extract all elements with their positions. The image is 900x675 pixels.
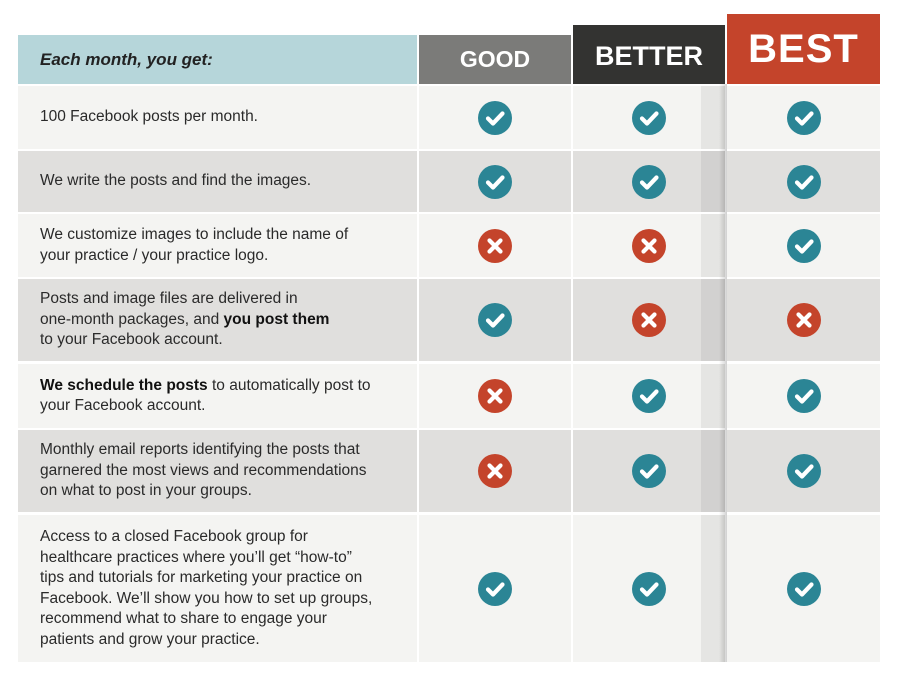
table-row: Monthly email reports identifying the po…	[18, 430, 880, 512]
check-icon	[478, 571, 512, 606]
check-icon	[786, 100, 821, 135]
check-icon	[632, 454, 666, 488]
check-icon	[632, 379, 666, 413]
tier-cell-best	[727, 430, 880, 512]
cross-icon	[478, 228, 512, 263]
tier-cell-good	[419, 214, 571, 277]
tier-header-better: BETTER	[573, 25, 725, 84]
feature-text: Monthly email reports identifying the po…	[40, 441, 360, 459]
check-icon	[786, 379, 821, 413]
tier-cell-best	[727, 364, 880, 428]
tier-cell-good	[419, 364, 571, 428]
cross-icon	[786, 303, 821, 337]
check-icon	[478, 100, 512, 135]
feature-description: Access to a closed Facebook group for hea…	[40, 527, 372, 650]
feature-text-bold: you post them	[223, 310, 330, 328]
check-icon	[786, 571, 821, 606]
tier-cell-good	[419, 86, 571, 149]
tier-cell-better	[573, 430, 725, 512]
feature-text: your Facebook account.	[40, 397, 206, 414]
tier-cell-best	[727, 515, 880, 662]
check-icon	[786, 454, 821, 488]
feature-text: 100 Facebook posts per month.	[40, 108, 258, 126]
feature-text: on what to post in your groups.	[40, 482, 252, 500]
feature-text: healthcare practices where you’ll get “h…	[40, 548, 352, 566]
feature-text: to your Facebook account.	[40, 331, 223, 349]
tier-cell-best	[727, 279, 880, 361]
feature-description: 100 Facebook posts per month.	[40, 107, 258, 128]
tier-cell-good	[419, 430, 571, 512]
tier-cell-better	[573, 279, 725, 361]
check-icon	[478, 164, 512, 199]
tier-cell-best	[727, 86, 880, 149]
feature-cell: Monthly email reports identifying the po…	[18, 430, 417, 512]
feature-cell: Access to a closed Facebook group for hea…	[18, 515, 417, 662]
table-row: Posts and image files are delivered in on…	[18, 279, 880, 361]
tier-header-good: GOOD	[419, 35, 571, 84]
feature-cell: We schedule the posts to automatically p…	[18, 364, 417, 428]
feature-text: tips and tutorials for marketing your pr…	[40, 569, 363, 586]
feature-description: Posts and image files are delivered in on…	[40, 289, 329, 351]
table-row: 100 Facebook posts per month.	[18, 86, 880, 149]
feature-text: your practice / your practice logo.	[40, 246, 269, 264]
feature-text: garnered the most views and recommendati…	[40, 461, 367, 479]
feature-cell: Posts and image files are delivered in on…	[18, 279, 417, 361]
tier-header-best: BEST	[727, 14, 880, 84]
feature-text: one-month packages, and	[40, 310, 224, 328]
check-icon	[632, 164, 666, 199]
check-icon	[478, 303, 512, 337]
feature-text: patients and grow your practice.	[40, 630, 260, 648]
tier-cell-better	[573, 364, 725, 428]
feature-text: recommend what to share to engage your	[40, 610, 327, 627]
cross-icon	[632, 303, 666, 337]
header-label: Each month, you get:	[18, 35, 417, 84]
feature-cell: 100 Facebook posts per month.	[18, 86, 417, 149]
tier-cell-better	[573, 214, 725, 277]
tier-cell-good	[419, 151, 571, 212]
tier-cell-good	[419, 279, 571, 361]
feature-description: Monthly email reports identifying the po…	[40, 440, 367, 502]
feature-description: We customize images to include the name …	[40, 225, 348, 266]
table-row: Access to a closed Facebook group for hea…	[18, 515, 880, 662]
tier-cell-better	[573, 86, 725, 149]
feature-text: We customize images to include the name …	[40, 226, 349, 243]
table-row: We write the posts and find the images.	[18, 151, 880, 212]
cross-icon	[478, 379, 512, 413]
feature-cell: We customize images to include the name …	[18, 214, 417, 277]
table-row: We schedule the posts to automatically p…	[18, 364, 880, 428]
column-shadow	[719, 84, 727, 662]
tier-cell-good	[419, 515, 571, 662]
tier-cell-best	[727, 151, 880, 212]
tier-cell-better	[573, 515, 725, 662]
cross-icon	[478, 454, 512, 488]
feature-text: Access to a closed Facebook group for	[40, 528, 308, 545]
comparison-table: Each month, you get: GOOD BETTER BEST 10…	[18, 0, 880, 662]
cross-icon	[632, 228, 666, 263]
check-icon	[786, 164, 821, 199]
feature-text: We write the posts and find the images.	[40, 172, 312, 190]
tier-cell-better	[573, 151, 725, 212]
feature-text-bold: We schedule the posts	[40, 376, 208, 394]
feature-description: We write the posts and find the images.	[40, 171, 311, 192]
check-icon	[786, 228, 821, 263]
feature-description: We schedule the posts to automatically p…	[40, 376, 371, 417]
table-row: We customize images to include the name …	[18, 214, 880, 277]
check-icon	[632, 100, 666, 135]
feature-text: Posts and image files are delivered in	[40, 290, 298, 308]
feature-text: Facebook. We’ll show you how to set up g…	[40, 589, 373, 607]
feature-cell: We write the posts and find the images.	[18, 151, 417, 212]
tier-cell-best	[727, 214, 880, 277]
check-icon	[632, 571, 666, 606]
feature-text: to automatically post to	[207, 376, 371, 394]
